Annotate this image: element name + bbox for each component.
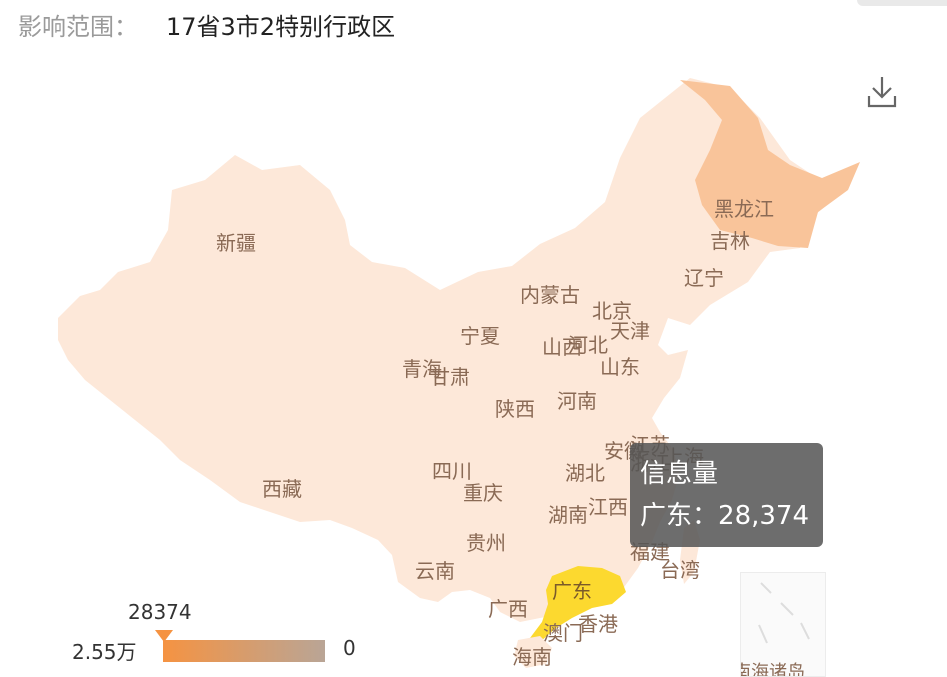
map-tooltip: 信息量 广东：28,374 [630,443,823,547]
label-hunan: 湖南 [548,503,588,527]
tooltip-province: 广东 [640,501,693,531]
label-hebei: 河北 [568,333,608,357]
label-xizang: 西藏 [262,477,302,501]
label-beijing: 北京 [592,299,632,323]
scope-header: 影响范围： 17省3市2特别行政区 [18,6,395,42]
top-corner-bar [857,0,947,6]
label-hainan: 海南 [512,645,552,669]
legend-handle-value: 28374 [128,600,192,624]
label-liaoning: 辽宁 [684,266,724,290]
label-shandong: 山东 [600,355,640,379]
tooltip-separator: ： [692,501,719,531]
region-hainan[interactable] [514,636,552,668]
label-shanxi: 山西 [542,335,582,359]
scope-value: 17省3市2特别行政区 [166,12,396,41]
label-hubei: 湖北 [565,461,605,485]
label-jiangxi: 江西 [588,495,628,519]
label-hongkong: 香港 [578,612,618,636]
label-xinjiang: 新疆 [216,231,256,255]
south-china-sea-inset: 南海诸岛 [740,572,826,677]
label-gansu: 甘肃 [430,365,470,389]
download-icon[interactable] [866,74,898,110]
label-neimenggu: 内蒙古 [520,283,580,307]
label-taiwan: 台湾 [660,558,700,582]
tooltip-title: 信息量 [640,459,719,489]
label-guizhou: 贵州 [466,531,506,555]
tooltip-row: 广东：28,374 [640,495,813,537]
label-qinghai: 青海 [402,357,442,381]
label-yunnan: 云南 [415,559,455,583]
label-sichuan: 四川 [432,459,472,483]
inset-label: 南海诸岛 [740,662,805,677]
label-guangdong: 广东 [552,579,592,603]
label-shaanxi: 陕西 [495,397,535,421]
legend-handle[interactable] [155,630,173,642]
label-jilin: 吉林 [710,229,750,253]
legend-gradient-bar[interactable] [163,640,325,662]
label-guangxi: 广西 [488,597,528,621]
legend-max-label: 2.55万 [72,640,137,664]
scope-label: 影响范围： [18,12,138,41]
region-guangdong[interactable] [530,566,626,642]
legend-min-label: 0 [343,636,356,660]
label-heilongjiang: 黑龙江 [714,197,774,221]
tooltip-value: 28,374 [718,501,810,531]
label-chongqing: 重庆 [463,481,503,505]
region-heilongjiang[interactable] [680,80,860,248]
label-macau: 澳门 [543,621,583,645]
label-ningxia: 宁夏 [460,324,500,348]
label-henan: 河南 [557,389,597,413]
label-tianjin: 天津 [610,319,650,343]
